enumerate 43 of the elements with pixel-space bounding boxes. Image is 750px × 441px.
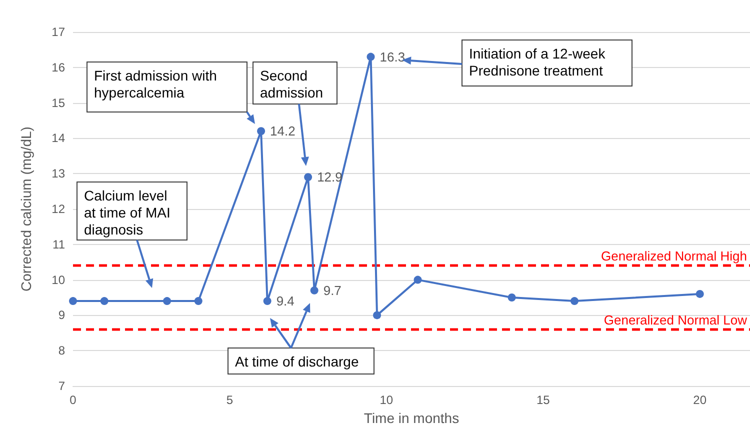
point [570,297,578,306]
y-tick-label: 8 [58,344,66,358]
point [366,52,375,61]
point [508,294,516,302]
y-tick-label: 7 [58,379,66,393]
annotation: Second admission [260,68,324,100]
annotation: First admission with hypercalcemia [94,68,221,100]
point [100,297,108,306]
data-label: 16.3 [380,49,406,64]
point [304,173,312,182]
y-tick-label: 14 [52,131,66,146]
y-tick-label: 9 [58,308,66,322]
y-tick-label: 17 [52,25,66,39]
y-tick-label: 16 [52,60,66,74]
y-tick-label: 15 [52,96,66,110]
x-tick-label: 5 [226,393,234,407]
data-label: 9.7 [323,282,342,298]
annotation: Initiation of a 12-week Prednisone treatment [469,46,610,78]
data-label: 9.4 [276,294,294,309]
point [257,127,266,136]
point [194,297,202,306]
x-axis-title: Time in months [364,410,460,426]
ref-line-label: Generalized Normal Low [604,312,748,328]
x-tick-label: 15 [536,393,550,407]
x-tick-label: 20 [693,393,707,407]
point [69,297,77,306]
y-tick-label: 10 [52,272,66,287]
point [373,311,382,320]
point [263,297,272,306]
annotation: Calcium level at time of MAI diagnosis [84,188,174,238]
y-tick-label: 12 [52,202,66,216]
y-tick-label: 13 [52,166,66,181]
y-axis-title: Corrected calcium (mg/dL) [18,126,34,292]
x-tick-label: 0 [70,393,77,407]
point [696,290,704,298]
x-tick-label: 10 [380,393,394,407]
ref-line-label: Generalized Normal High [601,248,747,264]
point [414,276,422,284]
annotation: At time of discharge [235,354,359,370]
point [310,286,318,294]
point [163,297,172,306]
data-label: 14.2 [270,124,296,139]
y-tick-label: 11 [52,237,66,252]
